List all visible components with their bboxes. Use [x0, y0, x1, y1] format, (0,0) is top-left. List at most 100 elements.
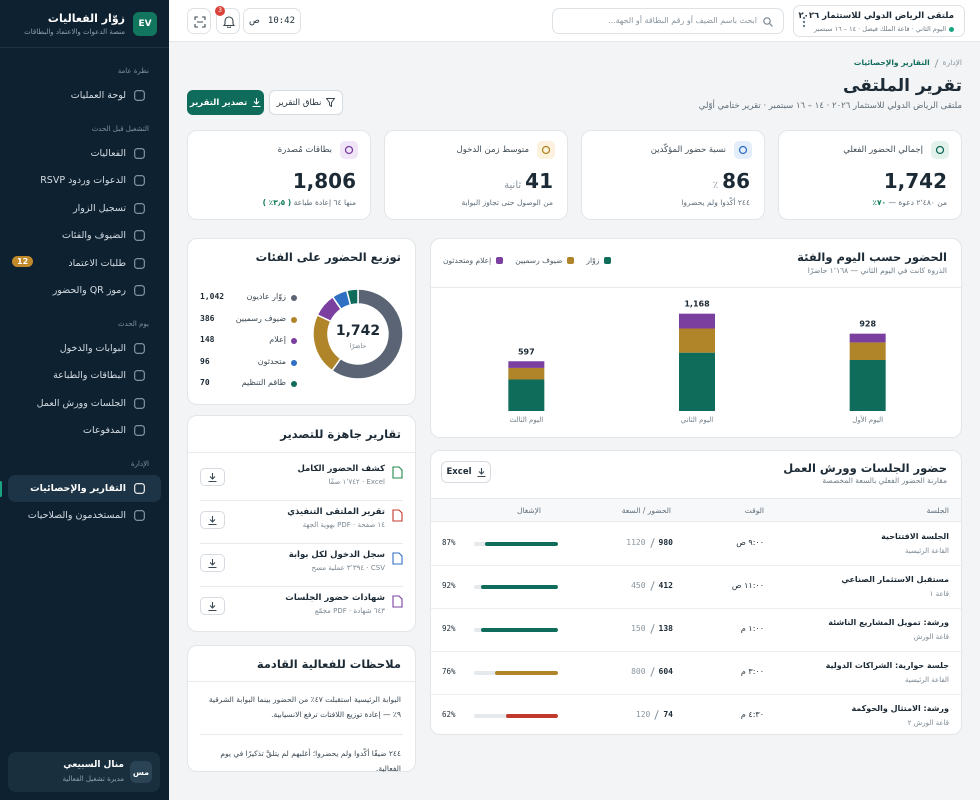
nav-icon [134, 425, 145, 437]
nav-icon [134, 147, 145, 159]
legend-swatch [567, 257, 575, 264]
session-room: قاعة الورش ٢ [907, 719, 949, 727]
table-row: ورشة: الامتثال والحوكمة قاعة الورش ٢ ٤:٣٠ … [431, 695, 961, 738]
nav-item[interactable]: الجلسات وورش العمل [8, 390, 161, 418]
donut-plot [312, 288, 404, 380]
icon-shape [134, 175, 145, 187]
nav-label: المدفوعات [83, 425, 126, 437]
nav-item[interactable]: تسجيل الزوار [8, 195, 161, 223]
nav-item[interactable]: الضيوف والفئات [8, 222, 161, 250]
kpi-icon [931, 141, 949, 159]
legend-label: إعلام ومتحدثون [443, 256, 492, 265]
event-selector[interactable]: ملتقى الرياض الدولي للاستثمار ٢٠٢٦ اليوم… [793, 5, 965, 37]
icon-shape [134, 425, 145, 437]
occupancy-track [474, 714, 558, 718]
occupancy-bar [506, 714, 558, 718]
nav-item[interactable]: طلبات الاعتماد 12 [8, 250, 161, 278]
nav-item[interactable]: التقارير والإحصائيات [0, 474, 161, 502]
excel-label: Excel [446, 467, 472, 477]
kpi-label: نسبة حضور المؤكّدين [650, 145, 726, 155]
table-row: مستقبل الاستثمار الصناعي قاعة ١ ١١:٠٠ ص 412… [431, 566, 961, 609]
bar-segment [508, 361, 545, 368]
kpi-label: إجمالي الحضور الفعلي [843, 145, 923, 155]
attendance-value: 138 [658, 624, 673, 633]
occupancy-bar [481, 585, 558, 589]
occupancy-bar [484, 542, 558, 546]
section-title: يوم الحدث [118, 319, 149, 328]
occupancy-label: 92% [442, 581, 456, 590]
icon-shape [134, 90, 145, 102]
icon-shape [134, 285, 145, 297]
download-button[interactable] [200, 511, 225, 529]
event-name: ملتقى الرياض الدولي للاستثمار ٢٠٢٦ [798, 11, 954, 21]
table-header: الجلسة الوقت الحضور / السعة الإشغال [431, 498, 961, 522]
table-row: جلسة حوارية: الشراكات الدولية القاعة الرئ… [431, 652, 961, 695]
nav-item[interactable]: البوابات والدخول [8, 335, 161, 363]
excel-button[interactable]: Excel [441, 461, 491, 483]
report-meta: ٦٤٣ شهادة · PDF مجمّع [314, 607, 385, 615]
export-button[interactable]: تصدير التقرير [187, 90, 264, 115]
notes-title: ملاحظات للفعالية القادمة [256, 657, 401, 671]
fullscreen-icon [194, 16, 206, 28]
chart-subtitle: الذروة كانت في اليوم الثاني — ١٬١٦٨ حاضر… [807, 266, 947, 275]
nav-item[interactable]: البطاقات والطباعة [8, 362, 161, 390]
crumb[interactable]: الإدارة [942, 58, 962, 67]
legend: زوّار ضيوف رسميين إعلام ومتحدثون [443, 256, 612, 265]
nav-item[interactable]: المدفوعات [8, 417, 161, 445]
legend-label: إعلام [269, 335, 286, 344]
brand: EV زوّار الفعاليات منصة الدعوات والاعتما… [0, 0, 169, 48]
occupancy-track [474, 628, 558, 632]
occupancy-bar [480, 628, 558, 632]
kpi-unit: ٪ [712, 180, 719, 191]
donut-total-label: حاضرًا [349, 342, 367, 350]
table-row: ورشة: تمويل المشاريع الناشئة قاعة الورش ١:… [431, 609, 961, 652]
kpi-value: 1,742 [884, 169, 947, 193]
occupancy-track [474, 585, 558, 589]
report-name: تقرير الملتقى التنفيذي [287, 507, 385, 517]
nav-item[interactable]: رموز QR والحضور [8, 277, 161, 305]
file-icon [392, 595, 403, 608]
user-card[interactable]: مس منال السبيعي مديرة تشغيل الفعالية [8, 752, 160, 792]
notifications[interactable]: 3 [215, 6, 240, 34]
download-button[interactable] [200, 554, 225, 572]
nav-item[interactable]: الفعاليات [8, 140, 161, 168]
icon-shape [134, 147, 145, 159]
divider [200, 500, 403, 501]
glyph [541, 145, 551, 155]
kpi-glyph [541, 145, 551, 155]
search[interactable]: ابحث باسم الضيف أو رقم البطاقة أو الجهة.… [552, 8, 784, 34]
nav-label: رموز QR والحضور [52, 285, 126, 297]
nav-item[interactable]: لوحة العمليات [8, 82, 161, 110]
nav-icon [134, 230, 145, 242]
nav-label: لوحة العمليات [70, 90, 126, 102]
kpi-note: من الوصول حتى تجاوز البوابة [461, 198, 553, 207]
notification-badge: 3 [215, 6, 225, 16]
bar-segment [508, 367, 545, 380]
sessions-card: حضور الجلسات وورش العمل مقارنة الحضور ال… [430, 450, 962, 735]
kpi-glyph [738, 145, 748, 155]
column-header: الوقت [744, 506, 764, 515]
occupancy-track [474, 671, 558, 675]
kpi-highlight: ( ٣٫٥٪ ) [262, 198, 292, 207]
scope-button[interactable]: نطاق التقرير [269, 90, 343, 115]
legend-label: زوّار [586, 256, 600, 265]
kpi-label: متوسط زمن الدخول [456, 145, 529, 155]
kpi-note: منها ٦٤ إعادة طباعة ( ٣٫٥٪ ) [263, 198, 356, 207]
breadcrumb: الإدارة التقارير والإحصائيات [854, 58, 962, 68]
divider [188, 452, 415, 453]
nav-item[interactable]: المستخدمون والصلاحيات [8, 502, 161, 530]
nav-item[interactable]: الدعوات وردود RSVP [8, 167, 161, 195]
report-name: كشف الحضور الكامل [297, 464, 385, 474]
nav-section: نظرة عامة لوحة العمليات [0, 48, 169, 110]
nav-label: البوابات والدخول [59, 342, 126, 354]
attendance-value: 980 [658, 538, 673, 547]
download-button[interactable] [200, 468, 225, 486]
download-button[interactable] [200, 597, 225, 615]
section-title: نظرة عامة [117, 67, 149, 75]
table-row: الجلسة الافتتاحية القاعة الرئيسية ٩:٠٠ ص 98… [431, 523, 961, 566]
fullscreen[interactable] [187, 8, 211, 34]
attendance-separator [649, 624, 655, 634]
icon-shape [134, 202, 145, 214]
kpi-unit: ثانية [504, 180, 522, 191]
nav-label: الدعوات وردود RSVP [40, 175, 126, 187]
